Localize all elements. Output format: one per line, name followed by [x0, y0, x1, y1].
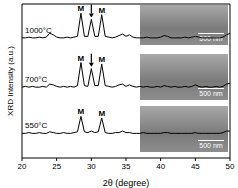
svg-text:2θ (degree): 2θ (degree) — [103, 178, 150, 188]
svg-text:M: M — [98, 109, 105, 118]
svg-text:25: 25 — [52, 162, 61, 171]
svg-text:M: M — [78, 54, 85, 63]
svg-text:M: M — [98, 6, 105, 15]
html-text:500 nm: 500 nm — [199, 90, 223, 97]
svg-text:20: 20 — [18, 162, 27, 171]
svg-text:30: 30 — [87, 162, 96, 171]
svg-text:550°C: 550°C — [25, 121, 48, 130]
html-text:500 nm: 500 nm — [199, 142, 223, 149]
svg-text:45: 45 — [191, 162, 200, 171]
html-text:500 nm: 500 nm — [199, 35, 223, 42]
svg-text:700°C: 700°C — [25, 75, 48, 84]
svg-text:35: 35 — [122, 162, 131, 171]
svg-text:40: 40 — [156, 162, 165, 171]
svg-text:1000°C: 1000°C — [25, 26, 52, 35]
svg-text:50: 50 — [226, 162, 230, 171]
svg-text:XRD Intensity (a.u.): XRD Intensity (a.u.) — [8, 46, 15, 116]
svg-text:M: M — [78, 4, 85, 13]
svg-text:M: M — [78, 107, 85, 116]
svg-text:M: M — [98, 55, 105, 64]
